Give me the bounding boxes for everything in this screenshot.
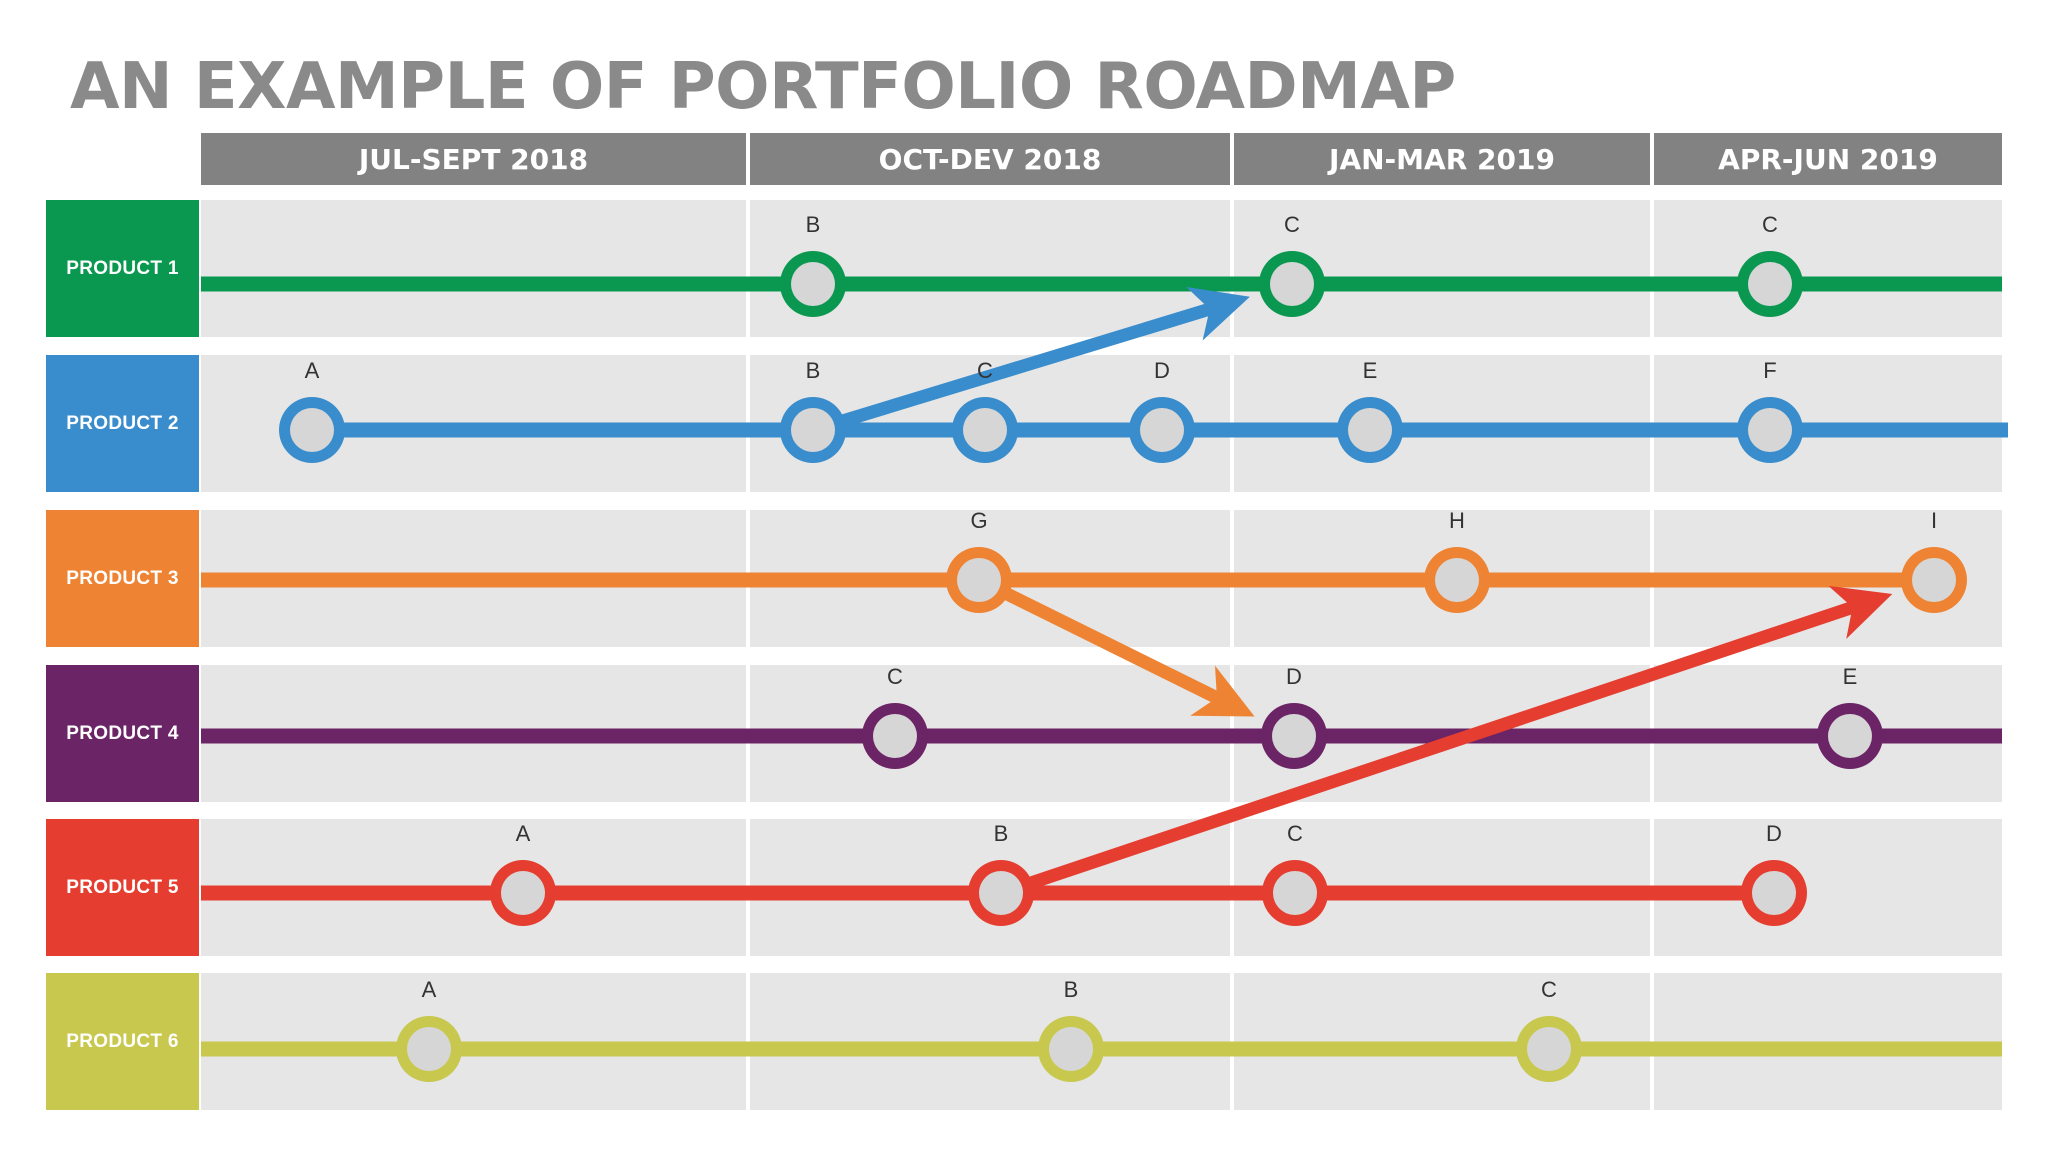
- milestone-label: I: [1930, 508, 1938, 533]
- milestone-marker-center: [957, 558, 1001, 602]
- milestone-marker-center: [1140, 408, 1184, 452]
- product-label-product-1: PRODUCT 1: [46, 200, 199, 337]
- milestone-marker-center: [1272, 714, 1316, 758]
- period-header-1: JUL-SEPT 2018: [201, 133, 746, 185]
- milestone-label: C: [1541, 977, 1557, 1002]
- milestone-label: A: [515, 821, 531, 846]
- milestone-marker-center: [963, 408, 1007, 452]
- milestone-marker-center: [1049, 1027, 1093, 1071]
- milestone-label: F: [1763, 358, 1777, 383]
- milestone-label: C: [887, 664, 903, 689]
- milestone-label: E: [1362, 358, 1378, 383]
- dependency-arrow-1-head: [1186, 287, 1250, 341]
- milestone-marker-center: [1527, 1027, 1571, 1071]
- milestone-label: C: [1287, 821, 1303, 846]
- dependency-arrow-2-shaft: [976, 574, 1220, 704]
- period-header-4: APR-JUN 2019: [1654, 133, 2002, 185]
- milestone-marker-center: [791, 408, 835, 452]
- milestone-marker-center: [1273, 871, 1317, 915]
- column-divider: [746, 200, 750, 337]
- milestone-marker-center: [791, 262, 835, 306]
- dependency-arrow-3-head: [1828, 585, 1893, 639]
- page-title: AN EXAMPLE OF PORTFOLIO ROADMAP: [70, 50, 1456, 124]
- dependency-arrow-2-head: [1190, 665, 1255, 717]
- period-header-3: JAN-MAR 2019: [1234, 133, 1650, 185]
- milestone-marker-center: [873, 714, 917, 758]
- product-label-product-2: PRODUCT 2: [46, 355, 199, 492]
- milestone-label: B: [805, 358, 821, 383]
- dependency-arrow-3-shaft: [998, 601, 1855, 900]
- milestone-label: A: [421, 977, 437, 1002]
- row-band-product-1: [201, 200, 2002, 337]
- milestone-marker-center: [407, 1027, 451, 1071]
- column-divider: [1650, 200, 1654, 337]
- milestone-label: C: [1762, 212, 1778, 237]
- milestone-marker-center: [1828, 714, 1872, 758]
- milestone-label: E: [1842, 664, 1858, 689]
- milestone-label: D: [1286, 664, 1302, 689]
- milestone-marker-center: [1912, 558, 1956, 602]
- milestone-label: D: [1154, 358, 1170, 383]
- milestone-marker-center: [1748, 408, 1792, 452]
- milestone-marker-center: [1348, 408, 1392, 452]
- milestone-marker-center: [1752, 871, 1796, 915]
- dependency-arrow-1-shaft: [811, 302, 1212, 437]
- milestone-label: B: [993, 821, 1009, 846]
- milestone-label: C: [1284, 212, 1300, 237]
- milestone-marker-center: [1435, 558, 1479, 602]
- product-label-product-3: PRODUCT 3: [46, 510, 199, 647]
- milestone-marker-center: [290, 408, 334, 452]
- milestone-label: C: [977, 358, 993, 383]
- period-header-2: OCT-DEV 2018: [750, 133, 1230, 185]
- product-label-product-5: PRODUCT 5: [46, 819, 199, 956]
- milestone-label: G: [970, 508, 988, 533]
- milestone-marker-center: [501, 871, 545, 915]
- milestone-marker-center: [979, 871, 1023, 915]
- milestone-label: B: [1063, 977, 1079, 1002]
- column-divider: [1230, 200, 1234, 337]
- milestone-label: B: [805, 212, 821, 237]
- milestone-label: D: [1766, 821, 1782, 846]
- product-label-product-4: PRODUCT 4: [46, 665, 199, 802]
- milestone-label: H: [1449, 508, 1465, 533]
- milestone-marker-center: [1270, 262, 1314, 306]
- product-label-product-6: PRODUCT 6: [46, 973, 199, 1110]
- milestone-marker-center: [1748, 262, 1792, 306]
- milestone-label: A: [304, 358, 320, 383]
